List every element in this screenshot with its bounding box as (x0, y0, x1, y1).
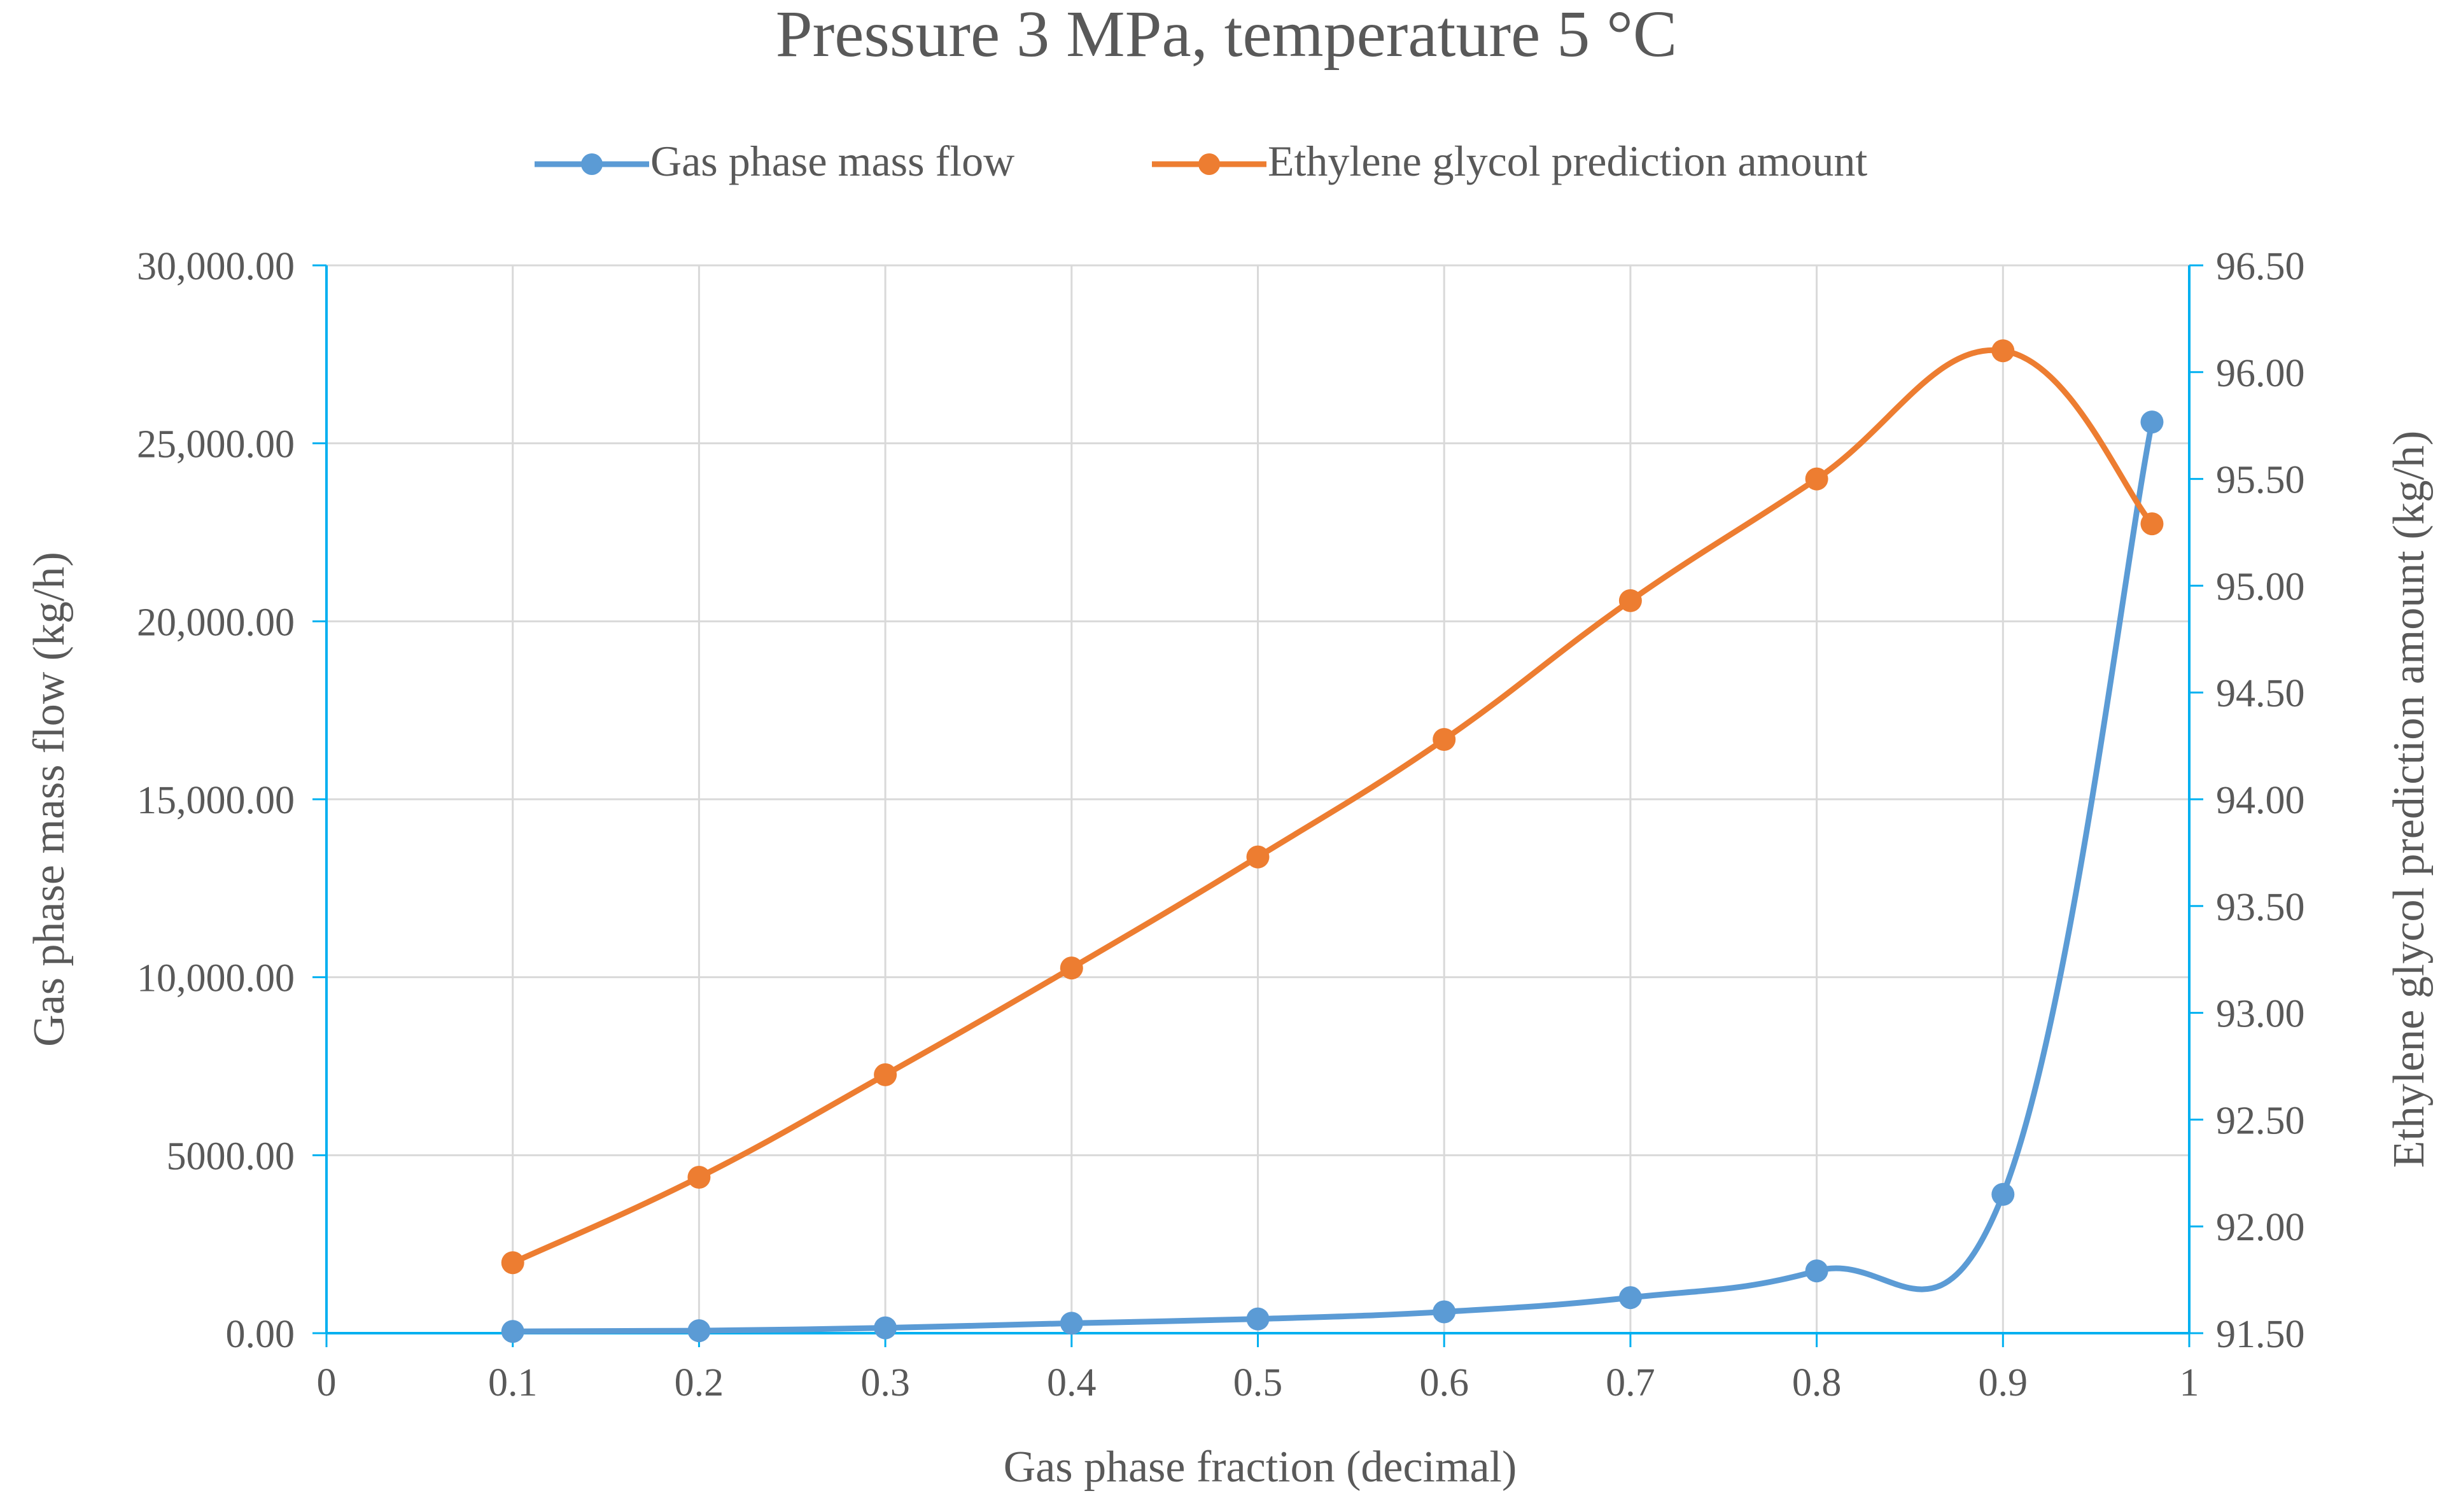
y-right-tick-label: 91.50 (2216, 1313, 2305, 1356)
y-left-axis-title: Gas phase mass flow (kg/h) (25, 552, 74, 1047)
series-lines (510, 347, 2155, 1334)
legend: Gas phase mass flow Ethylene glycol pred… (535, 137, 1867, 185)
y-right-tick-label: 95.50 (2216, 459, 2305, 502)
gridlines (326, 264, 2189, 1333)
data-point-gas-phase-mass-flow (2140, 410, 2164, 434)
x-tick-label: 0.7 (1606, 1361, 1655, 1404)
y-right-tick-label: 92.00 (2216, 1206, 2305, 1249)
data-point-gas-phase-mass-flow (1618, 1286, 1642, 1310)
y-right-axis-title: Ethylene glycol prediction amount (kg/h) (2385, 431, 2434, 1168)
y-left-tick-label: 15,000.00 (137, 779, 295, 822)
y-right-tick-label: 95.00 (2216, 565, 2305, 608)
y-left-tick-label: 0.00 (226, 1313, 295, 1356)
y-right-tick-label: 92.50 (2216, 1099, 2305, 1142)
data-point-gas-phase-mass-flow (1246, 1307, 1270, 1331)
data-point-ethylene-glycol (1618, 589, 1642, 612)
legend-marker-ethylene-glycol (1198, 153, 1220, 175)
data-point-gas-phase-mass-flow (1060, 1312, 1083, 1335)
data-point-gas-phase-mass-flow (1433, 1300, 1456, 1324)
x-tick-label: 0.8 (1792, 1361, 1842, 1404)
tick-labels: 0 0.1 0.2 0.3 0.4 0.5 0.6 0.7 0.8 0.9 1 0.00 5000.00… (137, 245, 2305, 1404)
x-tick-label: 0.3 (860, 1361, 910, 1404)
x-axis-title: Gas phase fraction (decimal) (1004, 1443, 1517, 1492)
y-left-tick-label: 25,000.00 (137, 423, 295, 466)
y-right-tick-label: 93.50 (2216, 886, 2305, 929)
data-point-ethylene-glycol (874, 1063, 897, 1086)
data-point-ethylene-glycol (1433, 728, 1456, 752)
data-point-ethylene-glycol (687, 1166, 711, 1189)
data-point-ethylene-glycol (1060, 956, 1083, 980)
x-tick-label: 0.5 (1233, 1361, 1283, 1404)
legend-marker-gas-phase-mass-flow (581, 153, 603, 175)
series-line-gas-phase-mass-flow (510, 419, 2155, 1334)
data-point-gas-phase-mass-flow (1805, 1259, 1828, 1283)
data-point-gas-phase-mass-flow (1991, 1182, 2015, 1206)
data-point-ethylene-glycol (2140, 512, 2164, 536)
x-tick-label: 0.6 (1419, 1361, 1469, 1404)
chart-title: Pressure 3 MPa, temperature 5 °C (776, 0, 1677, 71)
data-point-ethylene-glycol (1991, 339, 2015, 363)
legend-label-ethylene-glycol: Ethylene glycol prediction amount (1268, 137, 1867, 185)
y-right-tick-label: 94.50 (2216, 672, 2305, 715)
y-left-tick-label: 20,000.00 (137, 601, 295, 644)
y-right-tick-label: 96.00 (2216, 352, 2305, 395)
y-right-tick-label: 96.50 (2216, 245, 2305, 288)
y-left-tick-label: 30,000.00 (137, 245, 295, 288)
y-right-tick-label: 94.00 (2216, 779, 2305, 822)
legend-label-gas-phase-mass-flow: Gas phase mass flow (650, 137, 1014, 185)
data-point-gas-phase-mass-flow (501, 1320, 524, 1343)
y-right-tick-label: 93.00 (2216, 993, 2305, 1036)
x-tick-label: 0 (317, 1361, 337, 1404)
data-point-gas-phase-mass-flow (687, 1319, 711, 1343)
data-point-gas-phase-mass-flow (874, 1316, 897, 1340)
data-point-ethylene-glycol (501, 1251, 524, 1275)
data-point-ethylene-glycol (1805, 467, 1828, 491)
x-tick-label: 1 (2180, 1361, 2199, 1404)
x-tick-label: 0.4 (1047, 1361, 1097, 1404)
x-tick-label: 0.1 (488, 1361, 538, 1404)
x-tick-label: 0.9 (1979, 1361, 2028, 1404)
series-line-ethylene-glycol (510, 347, 2155, 1266)
y-left-tick-label: 10,000.00 (137, 957, 295, 1000)
y-left-tick-label: 5000.00 (167, 1135, 295, 1178)
data-point-ethylene-glycol (1246, 845, 1270, 869)
x-tick-label: 0.2 (675, 1361, 724, 1404)
series-points (501, 339, 2164, 1343)
